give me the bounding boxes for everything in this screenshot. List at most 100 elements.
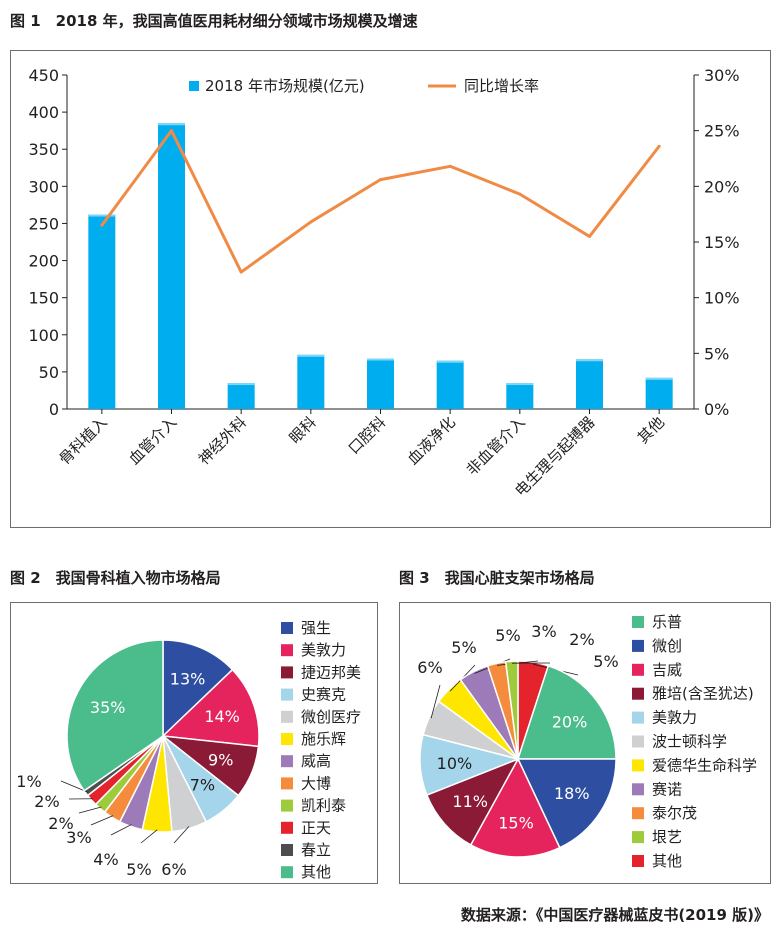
growth-rate-point: [518, 192, 522, 196]
legend-bar-swatch: [189, 81, 199, 91]
legend-label: 乐普: [652, 613, 682, 631]
legend-label: 垠艺: [652, 828, 682, 846]
fig1-panel: 0 50 100 150 200 250 300 350 400 450 0% 5% 10% 15% 20%…: [10, 50, 771, 528]
x-tick-label: 其他: [634, 413, 668, 447]
legend-label: 捷迈邦美: [301, 663, 361, 681]
legend-label: 凯利泰: [301, 797, 346, 815]
stent-pie-chart: 5% 20% 18% 15% 11% 10% 6% 5% 5% 3% 2% 乐普微创吉威雅培(含圣犹达…: [417, 613, 757, 870]
left-tick-label: 150: [28, 289, 59, 308]
fig3-panel: 5% 20% 18% 15% 11% 10% 6% 5% 5% 3% 2% 乐普 微创 吉威 雅培(含圣犹达…: [399, 602, 771, 884]
pie-value-label: 15%: [498, 814, 534, 833]
pie-value-label: 11%: [452, 792, 488, 811]
bar: [506, 383, 534, 409]
bar-body: [506, 383, 534, 409]
left-tick-label: 50: [39, 363, 59, 382]
legend-label: 春立: [301, 841, 331, 859]
legend-label: 美敦力: [301, 641, 346, 659]
growth-rate-point: [100, 223, 104, 227]
bar: [227, 383, 255, 409]
bar-body: [645, 377, 673, 409]
pie-slice: [425, 757, 520, 846]
legend-label: 微创: [652, 637, 682, 655]
bar-line-chart: 0 50 100 150 200 250 300 350 400 450 0% 5% 10% 15% 20%…: [28, 66, 740, 500]
right-tick-label: 10%: [704, 289, 740, 308]
legend-swatch: [281, 710, 293, 723]
fig1-title: 图 1 2018 年，我国高值医用耗材细分领域市场规模及增速: [10, 12, 418, 30]
bar-top-highlight: [88, 214, 116, 217]
pie-value-label: 2%: [34, 792, 59, 811]
legend-label: 爱德华生命科学: [652, 756, 757, 774]
legend-swatch: [632, 807, 644, 820]
growth-rate-point: [170, 129, 173, 133]
x-tick-label: 血管介入: [125, 413, 180, 468]
left-tick-label: 0: [49, 400, 59, 419]
bar-body: [158, 123, 185, 409]
pie-value-label: 3%: [66, 828, 91, 847]
legend-swatch: [281, 733, 293, 745]
legend-swatch: [281, 799, 293, 812]
pie-value-label: 9%: [208, 751, 233, 770]
pie-value-label: 14%: [204, 707, 240, 726]
x-tick-label: 眼科: [286, 413, 320, 447]
right-tick-label: 15%: [704, 233, 740, 252]
bar-top-highlight: [436, 360, 464, 363]
legend-swatch: [632, 711, 644, 724]
bar-body: [88, 214, 116, 409]
legend-label: 强生: [301, 619, 331, 637]
x-tick-label: 非血管介入: [463, 413, 529, 479]
legend-swatch: [632, 855, 644, 867]
legend-label: 美敦力: [652, 709, 697, 727]
fig2-title: 图 2 我国骨科植入物市场格局: [10, 569, 221, 587]
legend-swatch: [281, 755, 293, 768]
pie-value-label: 13%: [170, 670, 206, 689]
pie-value-label: 5%: [495, 626, 520, 645]
pie-slice: [66, 639, 164, 792]
bar-body: [297, 354, 325, 409]
bar: [88, 214, 116, 409]
growth-rate-point: [448, 164, 452, 168]
growth-rate-point: [239, 270, 243, 274]
left-tick-label: 450: [28, 66, 59, 85]
pie-value-label: 6%: [417, 658, 442, 677]
right-tick-label: 30%: [704, 66, 740, 85]
left-tick-label: 200: [28, 252, 59, 271]
bar-top-highlight: [367, 358, 394, 361]
growth-rate-line: [100, 129, 661, 274]
bar: [576, 359, 603, 409]
legend-swatch: [632, 616, 644, 628]
legend-label: 正天: [301, 819, 331, 837]
leader-line: [110, 824, 132, 836]
bar-body: [436, 360, 464, 409]
legend-bar-label: 2018 年市场规模(亿元): [205, 77, 365, 95]
pie-slice: [161, 668, 260, 748]
legend-swatch: [632, 687, 644, 700]
x-tick-label: 骨科植入: [55, 413, 110, 468]
legend-label: 其他: [652, 852, 682, 870]
pie-value-label: 5%: [451, 638, 476, 657]
bar-top-highlight: [645, 377, 673, 380]
pie-value-label: 2%: [569, 630, 594, 649]
orthopedic-pie-chart: 13%14%9%7%6%5%4%3%2%2%1%35%强生美敦力捷迈邦美史赛克微…: [16, 619, 361, 881]
leader-line: [78, 806, 102, 814]
left-tick-label: 400: [28, 103, 59, 122]
legend-label: 泰尔茂: [652, 804, 697, 822]
right-tick-label: 5%: [704, 344, 729, 363]
legend-swatch: [281, 821, 293, 834]
bar: [297, 354, 325, 409]
bar: [367, 358, 394, 409]
legend-label: 施乐辉: [301, 730, 346, 748]
left-tick-label: 300: [28, 177, 59, 196]
legend-swatch: [281, 622, 293, 634]
right-tick-label: 0%: [704, 400, 729, 419]
bar: [158, 123, 185, 409]
bar-top-highlight: [506, 383, 534, 386]
legend-label: 威高: [301, 752, 331, 770]
bar-body: [576, 359, 603, 409]
left-tick-label: 100: [28, 326, 59, 345]
growth-rate-point: [657, 144, 661, 148]
pie-value-label: 6%: [161, 860, 186, 879]
pie-value-label: 5%: [593, 652, 618, 671]
fig2-panel: 13% 14% 9% 7% 6% 5% 4% 3% 2% 2% 1% 35% 强生 美敦力 捷迈邦美 史赛克微…: [10, 602, 378, 884]
leader-line: [430, 684, 441, 719]
x-tick-label: 口腔科: [345, 413, 390, 458]
